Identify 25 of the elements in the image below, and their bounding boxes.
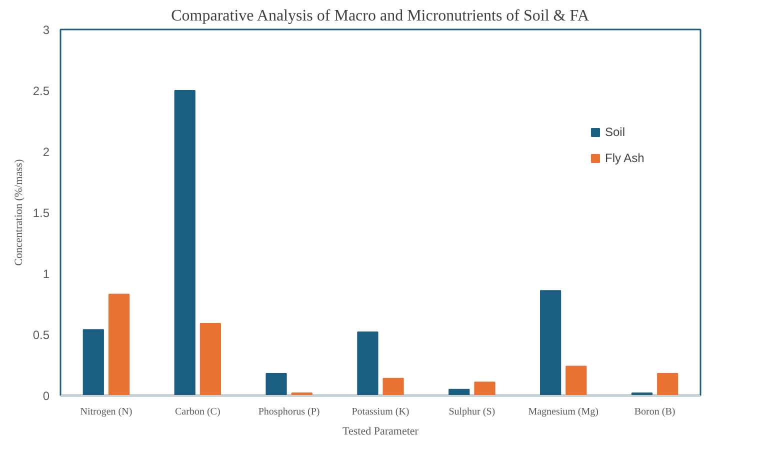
y-tick-label: 2	[42, 145, 50, 159]
y-tick-label: 0.5	[32, 328, 50, 342]
x-tick-label: Magnesium (Mg)	[528, 406, 599, 418]
bar	[657, 373, 678, 396]
bar	[474, 382, 496, 396]
y-tick-label: 3	[42, 23, 50, 37]
chart-title: Comparative Analysis of Macro and Micronutrients of Soil & FA	[171, 8, 590, 24]
x-tick-label: Sulphur (S)	[448, 406, 496, 418]
y-tick-label: 0	[42, 389, 50, 403]
bar	[108, 294, 130, 396]
bar	[382, 378, 404, 396]
bar	[200, 323, 221, 396]
bar	[566, 366, 587, 396]
x-tick-label: Carbon (C)	[175, 406, 220, 418]
x-tick-label: Phosphorus (P)	[258, 406, 320, 418]
legend-label: Fly Ash	[605, 151, 644, 165]
x-tick-label: Potassium (K)	[352, 406, 410, 418]
y-axis-title: Concentration (%/mass)	[12, 158, 25, 266]
x-tick-label: Nitrogen (N)	[80, 406, 132, 418]
legend-label: Soil	[605, 125, 626, 139]
x-tick-label: Boron (B)	[634, 406, 676, 418]
y-tick-label: 2.5	[32, 84, 50, 98]
y-tick-label: 1	[42, 267, 50, 281]
x-axis-title: Tested Parameter	[342, 426, 419, 438]
y-tick-label: 1.5	[32, 206, 50, 220]
